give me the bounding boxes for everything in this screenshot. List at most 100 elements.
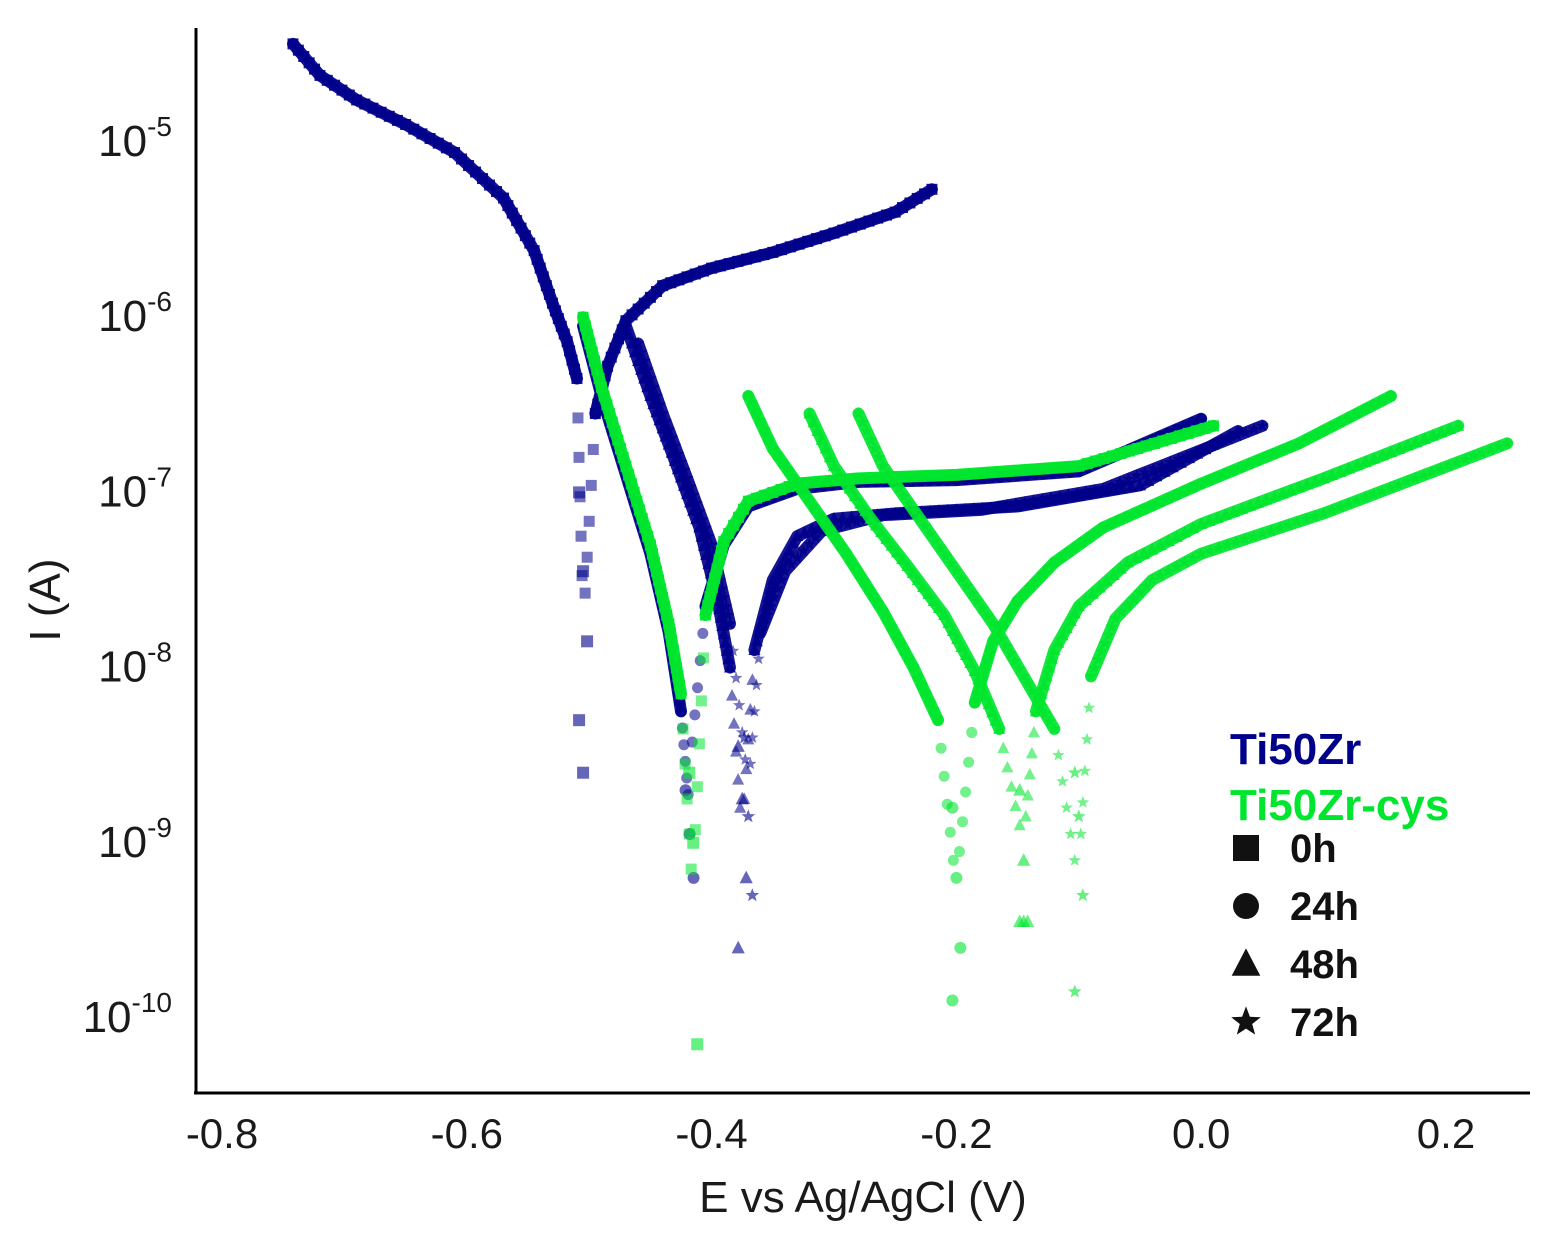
- data-point: [424, 132, 436, 144]
- x-tick-labels: -0.8 -0.6 -0.4 -0.2 0.0 0.2: [186, 1110, 1475, 1157]
- data-point: [1026, 684, 1039, 697]
- data-point: [709, 572, 721, 584]
- data-point: [897, 202, 909, 214]
- data-point: [1238, 532, 1252, 545]
- data-point: [1138, 547, 1151, 559]
- data-point: [924, 470, 936, 482]
- data-point: [659, 415, 672, 427]
- data-point: [1150, 469, 1163, 482]
- data-point: [1189, 445, 1202, 458]
- data-point: [1000, 639, 1013, 652]
- data-point: [524, 237, 536, 249]
- data-point: [498, 192, 510, 204]
- data-point: [1459, 452, 1472, 465]
- data-point: [1017, 669, 1030, 682]
- dip-point: [697, 652, 709, 664]
- data-point: [1030, 692, 1044, 705]
- x-tick-label: -0.6: [431, 1110, 503, 1157]
- data-point: [391, 114, 403, 126]
- data-point: [1384, 481, 1397, 494]
- data-point: [908, 662, 920, 674]
- dip-point: [1056, 774, 1069, 787]
- data-point: [665, 277, 677, 289]
- legend-marker-label: 24h: [1290, 885, 1359, 929]
- data-point: [609, 342, 621, 354]
- data-point: [1114, 562, 1127, 574]
- data-point: [927, 594, 940, 606]
- data-point: [919, 188, 931, 200]
- data-point: [1359, 490, 1372, 503]
- data-point: [875, 525, 888, 538]
- data-point: [793, 238, 805, 250]
- data-point: [932, 601, 945, 613]
- data-point: [1317, 471, 1330, 484]
- dip-point: [1027, 725, 1040, 738]
- data-point: [1000, 498, 1014, 511]
- data-point: [929, 534, 942, 547]
- data-point: [1125, 480, 1138, 492]
- data-point: [982, 653, 994, 665]
- data-point: [758, 249, 770, 261]
- series-ti50zr-cys-square: [577, 311, 1220, 1051]
- data-point: [408, 123, 420, 135]
- dip-point: [687, 871, 700, 884]
- data-point: [984, 644, 996, 656]
- data-point: [1350, 494, 1364, 506]
- data-point: [1342, 461, 1355, 474]
- data-point: [668, 439, 682, 452]
- data-point: [1100, 574, 1113, 587]
- data-point: [723, 527, 735, 539]
- data-point: [750, 492, 762, 504]
- data-point: [1435, 425, 1448, 438]
- data-point: [644, 371, 657, 384]
- data-point: [593, 373, 605, 385]
- data-point: [1165, 432, 1177, 444]
- data-point: [1334, 465, 1347, 477]
- data-point: [689, 268, 701, 280]
- dip-point: [738, 792, 751, 804]
- dip-point: [581, 635, 594, 648]
- data-point: [889, 206, 901, 218]
- data-point: [1044, 491, 1058, 504]
- data-point: [759, 489, 771, 501]
- data-point: [887, 474, 900, 487]
- data-point: [1073, 460, 1085, 472]
- data-point: [1013, 662, 1026, 675]
- data-point: [484, 179, 496, 191]
- data-point: [1284, 483, 1298, 496]
- data-point: [1009, 497, 1023, 510]
- data-point: [803, 537, 816, 550]
- data-point: [546, 297, 558, 309]
- data-point: [579, 320, 591, 332]
- data-point: [933, 470, 945, 482]
- data-point: [859, 504, 872, 517]
- data-point: [1095, 645, 1108, 657]
- data-point: [983, 501, 996, 514]
- data-point: [477, 173, 489, 185]
- data-point: [1418, 432, 1431, 444]
- legend-marker-label: 48h: [1290, 943, 1359, 987]
- data-point: [591, 364, 603, 376]
- data-point: [1048, 722, 1061, 735]
- series-layer: [286, 37, 1514, 1051]
- data-point: [1170, 560, 1183, 573]
- data-point: [1004, 647, 1017, 660]
- data-point: [367, 102, 379, 114]
- data-point: [638, 354, 651, 367]
- data-point: [1276, 486, 1289, 499]
- data-point: [1040, 669, 1053, 682]
- dip-point: [678, 739, 690, 751]
- dip-point: [944, 826, 956, 838]
- dip-point: [954, 941, 967, 954]
- data-point: [1142, 474, 1155, 486]
- data-point: [955, 572, 968, 585]
- x-tick-label: -0.4: [675, 1110, 747, 1157]
- data-point: [663, 618, 675, 630]
- data-point: [965, 587, 979, 600]
- data-point: [636, 513, 648, 525]
- data-point: [631, 336, 645, 349]
- data-point: [850, 515, 863, 528]
- data-point: [555, 320, 567, 332]
- data-point: [863, 215, 875, 227]
- dip-point: [691, 781, 703, 793]
